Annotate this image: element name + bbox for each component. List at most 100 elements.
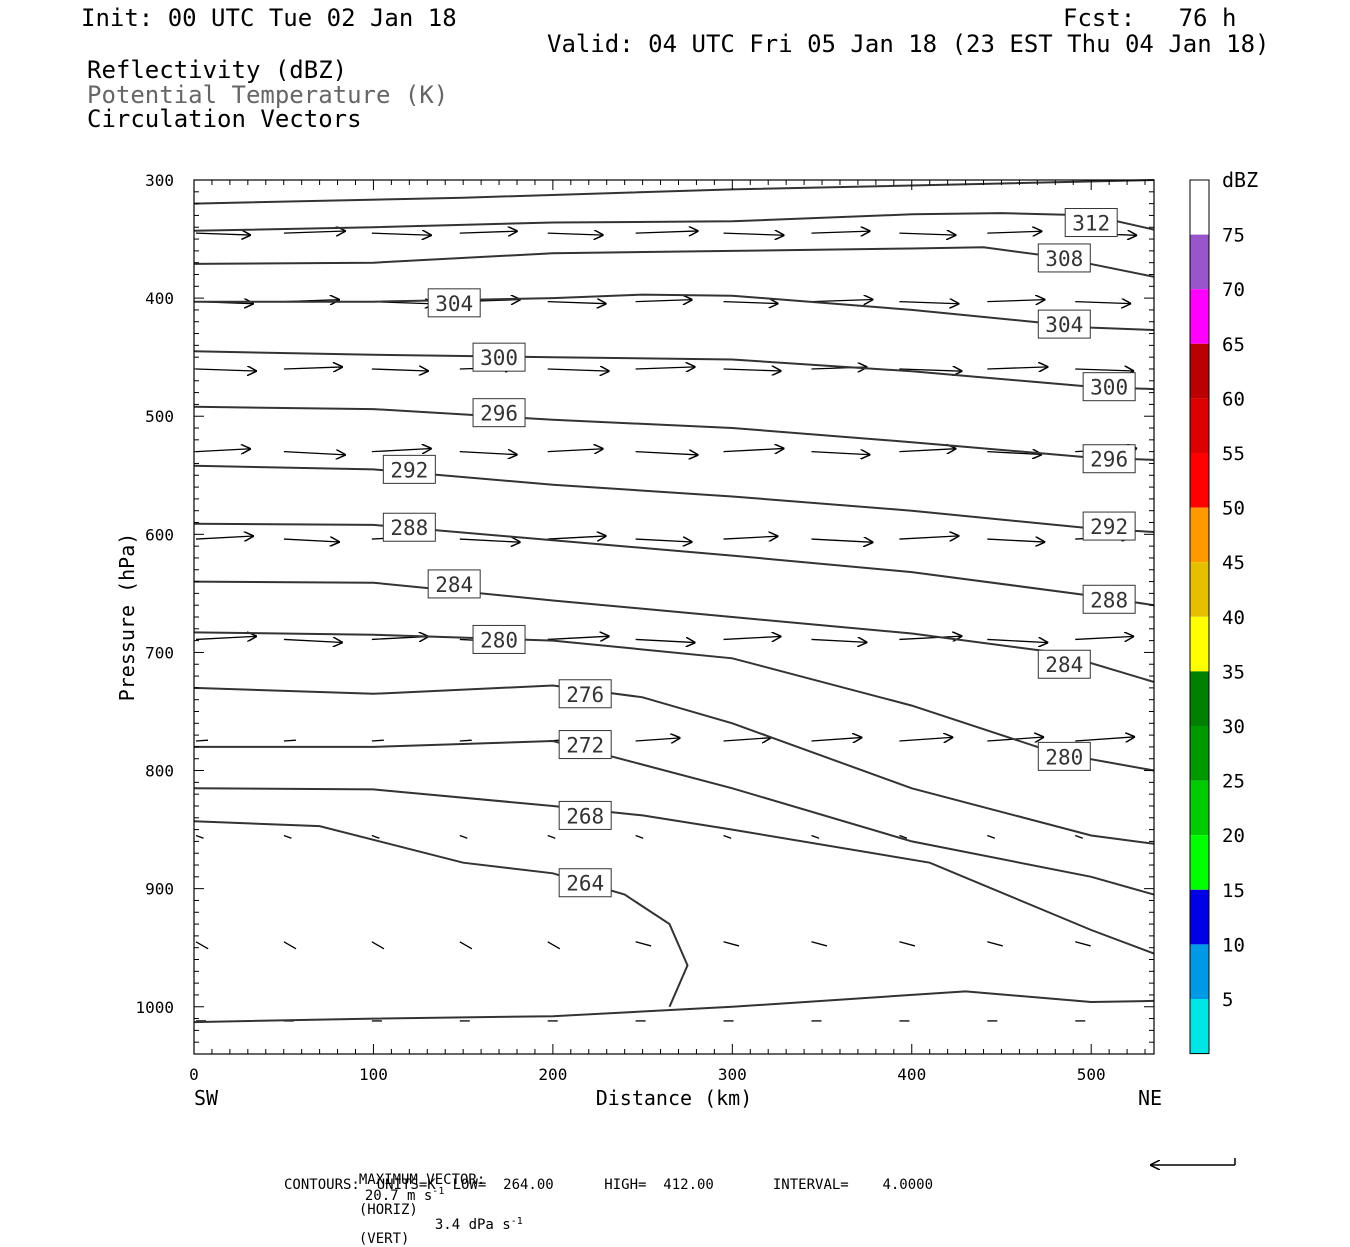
colorbar-label: 5 — [1222, 989, 1233, 1011]
vector-arrow — [459, 739, 472, 742]
contour-label: 264 — [566, 872, 604, 896]
colorbar-segment — [1190, 507, 1209, 563]
colorbar-label: 20 — [1222, 825, 1245, 847]
max-horiz-unit: (HORIZ) — [358, 1201, 418, 1218]
vector-arrow — [547, 834, 556, 839]
vector-arrow — [283, 367, 343, 369]
contour-line — [193, 684, 1155, 845]
colorbar-segment — [1190, 616, 1209, 672]
colorbar-segment — [1190, 180, 1209, 235]
colorbar-segment — [1190, 398, 1209, 453]
field-potential-temperature: Potential Temperature (K) — [87, 81, 449, 109]
vector-arrow — [1075, 302, 1131, 304]
colorbar-segment — [1190, 562, 1209, 617]
contour-label-box — [472, 342, 526, 372]
colorbar-segment — [1190, 289, 1209, 344]
contour-line — [193, 787, 1155, 955]
vector-arrow — [459, 834, 468, 839]
vector-arrow — [723, 233, 785, 235]
contour-label-box — [1037, 741, 1091, 771]
vector-arrow — [899, 536, 959, 539]
axis-ticks — [193, 179, 1154, 1055]
vector-arrow — [1075, 369, 1134, 371]
contour-label-box — [1037, 649, 1091, 679]
vector-arrow — [283, 639, 343, 642]
contour-label: 268 — [566, 804, 604, 828]
colorbar-segment — [1190, 944, 1209, 999]
vector-arrow — [987, 834, 996, 839]
vector-arrow — [547, 233, 604, 235]
y-tick-label: 900 — [145, 880, 174, 899]
vector-arrow — [899, 302, 959, 304]
vector-arrow — [635, 452, 699, 455]
field-circulation-vectors: Circulation Vectors — [87, 105, 362, 133]
colorbar-label: 50 — [1222, 498, 1245, 520]
contour-label: 288 — [1090, 588, 1128, 612]
max-horiz-value: 20.7 m s — [364, 1187, 433, 1204]
plot-border — [193, 179, 1155, 1055]
contour-line — [193, 990, 1155, 1024]
y-tick-label: 300 — [145, 171, 174, 190]
colorbar-unit: dBZ — [1222, 168, 1258, 192]
x-tick-label: 500 — [1077, 1065, 1106, 1084]
y-axis-title: Pressure (hPa) — [115, 533, 139, 702]
colorbar-label: 10 — [1222, 934, 1245, 956]
y-tick-label: 600 — [145, 525, 174, 544]
forecast-hour: Fcst: 76 h — [1063, 4, 1237, 32]
reflectivity-colorbar: 75 70 65 60 55 50 45 40 35 30 25 20 15 10 5 — [1189, 179, 1245, 1109]
circulation-vectors — [195, 231, 1137, 1022]
vector-arrow — [987, 300, 1045, 302]
vector-arrow — [987, 941, 1003, 947]
colorbar-segment — [1190, 999, 1209, 1054]
x-tick-label: 400 — [897, 1065, 926, 1084]
vector-arrow — [723, 738, 772, 741]
contour-label: 284 — [1045, 653, 1083, 677]
vector-arrow — [811, 941, 828, 947]
vector-arrow — [547, 369, 610, 371]
colorbar-label: 40 — [1222, 607, 1245, 629]
contour-line — [193, 820, 689, 1008]
y-tick-label: 700 — [145, 643, 174, 662]
vector-arrow — [811, 737, 862, 741]
y-tick-label: 1000 — [135, 998, 174, 1017]
vector-arrow — [723, 448, 785, 451]
contour-label-box — [427, 288, 481, 318]
contour-label-box — [558, 730, 612, 760]
colorbar-label: 30 — [1222, 716, 1245, 738]
max-vert-exp: -1 — [510, 1215, 523, 1227]
contour-label: 292 — [1090, 515, 1128, 539]
vector-arrow — [283, 539, 340, 542]
contour-label: 296 — [1090, 448, 1128, 472]
vector-arrow — [723, 636, 782, 639]
contour-line — [193, 464, 1155, 533]
contour-line — [193, 580, 1155, 683]
vector-arrow — [635, 834, 644, 839]
vector-arrow — [459, 941, 473, 950]
vector-arrow — [899, 636, 962, 639]
vector-arrow — [899, 369, 962, 371]
vector-arrow — [459, 539, 521, 542]
vector-arrow — [371, 369, 429, 371]
max-vert-value: 3.4 dPa s — [434, 1217, 511, 1234]
vector-arrow — [195, 369, 257, 371]
x-tick-label: 300 — [718, 1065, 747, 1084]
vector-arrow — [811, 539, 873, 542]
vector-arrow — [987, 639, 1048, 642]
x-axis-title: Distance (km) — [596, 1086, 753, 1110]
cross-section-chart: 3123083043002962922882842802762722682643… — [115, 168, 1258, 1200]
contour-line — [193, 522, 1155, 607]
colorbar-label: 75 — [1222, 225, 1245, 247]
field-reflectivity: Reflectivity (dBZ) — [87, 56, 348, 84]
contour-label: 300 — [1090, 376, 1128, 400]
contour-label-box — [472, 398, 526, 428]
vector-arrow — [371, 834, 380, 839]
vector-arrow — [195, 834, 204, 839]
x-tick-label: 200 — [538, 1065, 567, 1084]
vector-arrow — [283, 941, 297, 950]
vector-arrow — [459, 452, 518, 455]
vector-arrow — [547, 302, 607, 304]
contour-label: 300 — [480, 346, 518, 370]
vector-arrow — [723, 941, 740, 947]
contour-label: 284 — [435, 573, 473, 597]
contour-line — [193, 631, 1155, 772]
